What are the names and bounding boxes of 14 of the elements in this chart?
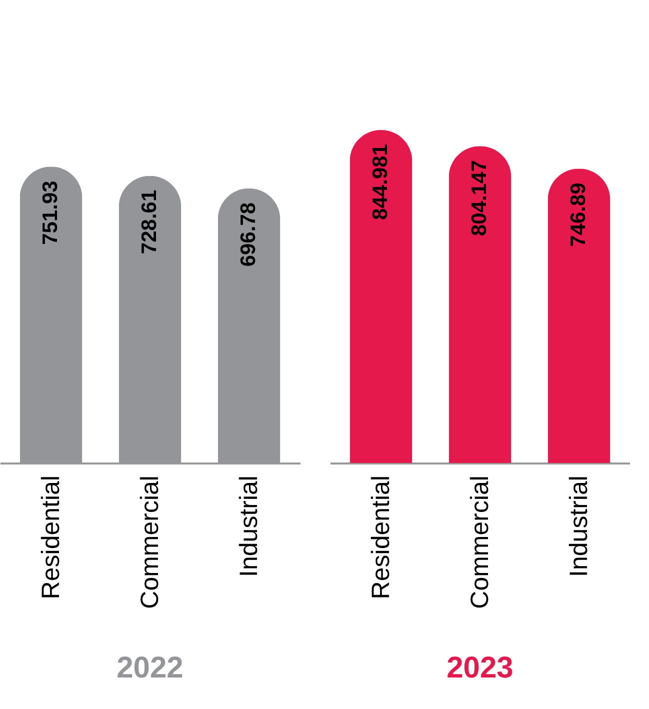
data-label: 728.61: [138, 190, 161, 254]
x-tick-label: Industrial: [235, 476, 264, 577]
text: 2023: [446, 651, 514, 684]
x-tick-label: Residential: [36, 476, 65, 600]
x-tick-label: Commercial: [466, 476, 494, 609]
text: 2022: [116, 651, 184, 684]
x-tick-label: Commercial: [136, 476, 164, 609]
x-tick-label: Industrial: [565, 476, 594, 577]
data-label: 696.78: [237, 202, 260, 267]
data-label: 746.89: [567, 182, 590, 247]
data-label: 844.981: [368, 144, 392, 220]
x-tick-label: Residential: [366, 476, 395, 600]
data-label: 804.147: [468, 160, 491, 236]
data-label: 751.93: [38, 180, 62, 245]
